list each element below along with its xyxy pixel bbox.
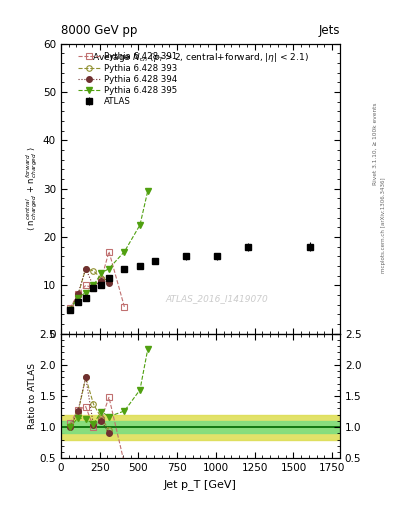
Pythia 6.428 391 [99,276,104,283]
Pythia 6.428 395 [83,290,88,296]
Line: Pythia 6.428 394: Pythia 6.428 394 [68,266,112,312]
Text: 8000 GeV pp: 8000 GeV pp [61,24,137,37]
Pythia 6.428 394 [107,280,111,286]
Pythia 6.428 393 [83,265,88,271]
Pythia 6.428 393 [107,278,111,284]
Text: Jets: Jets [318,24,340,37]
Pythia 6.428 395 [138,222,142,228]
Pythia 6.428 395 [91,282,96,288]
Line: Pythia 6.428 395: Pythia 6.428 395 [67,187,151,313]
Text: mcplots.cern.ch [arXiv:1306.3436]: mcplots.cern.ch [arXiv:1306.3436] [381,178,386,273]
Pythia 6.428 394 [91,283,96,289]
Pythia 6.428 395 [122,248,127,254]
Pythia 6.428 395 [75,294,80,301]
Y-axis label: Ratio to ATLAS: Ratio to ATLAS [28,363,37,429]
Pythia 6.428 391 [68,305,73,311]
Pythia 6.428 391 [83,282,88,288]
Y-axis label: $\langle$ n$^{central}_{charged}$ + n$^{forward}_{charged}$ $\rangle$: $\langle$ n$^{central}_{charged}$ + n$^{… [25,146,40,231]
Line: Pythia 6.428 393: Pythia 6.428 393 [68,266,112,312]
Pythia 6.428 393 [91,268,96,274]
Bar [61,421,340,433]
Pythia 6.428 391 [122,304,127,310]
Text: Rivet 3.1.10, ≥ 100k events: Rivet 3.1.10, ≥ 100k events [373,102,378,185]
Text: Average $N_{ch}$ ($p_{T}>2$, central+forward, $|\eta|$ < 2.1): Average $N_{ch}$ ($p_{T}>2$, central+for… [92,51,309,64]
Pythia 6.428 393 [75,292,80,298]
Pythia 6.428 394 [75,291,80,297]
Pythia 6.428 393 [99,275,104,281]
Pythia 6.428 394 [83,265,88,271]
Pythia 6.428 395 [99,270,104,276]
Legend: Pythia 6.428 391, Pythia 6.428 393, Pythia 6.428 394, Pythia 6.428 395, ATLAS: Pythia 6.428 391, Pythia 6.428 393, Pyth… [76,51,179,108]
Pythia 6.428 393 [68,306,73,312]
Pythia 6.428 391 [75,291,80,297]
Bar [61,415,340,440]
X-axis label: Jet p_T [GeV]: Jet p_T [GeV] [164,479,237,489]
Line: Pythia 6.428 391: Pythia 6.428 391 [68,249,127,311]
Pythia 6.428 395 [107,265,111,271]
Pythia 6.428 394 [68,307,73,313]
Pythia 6.428 391 [91,285,96,291]
Pythia 6.428 394 [99,278,104,284]
Pythia 6.428 391 [107,248,111,254]
Pythia 6.428 395 [145,188,150,194]
Text: ATLAS_2016_I1419070: ATLAS_2016_I1419070 [166,294,268,304]
Pythia 6.428 395 [68,307,73,313]
